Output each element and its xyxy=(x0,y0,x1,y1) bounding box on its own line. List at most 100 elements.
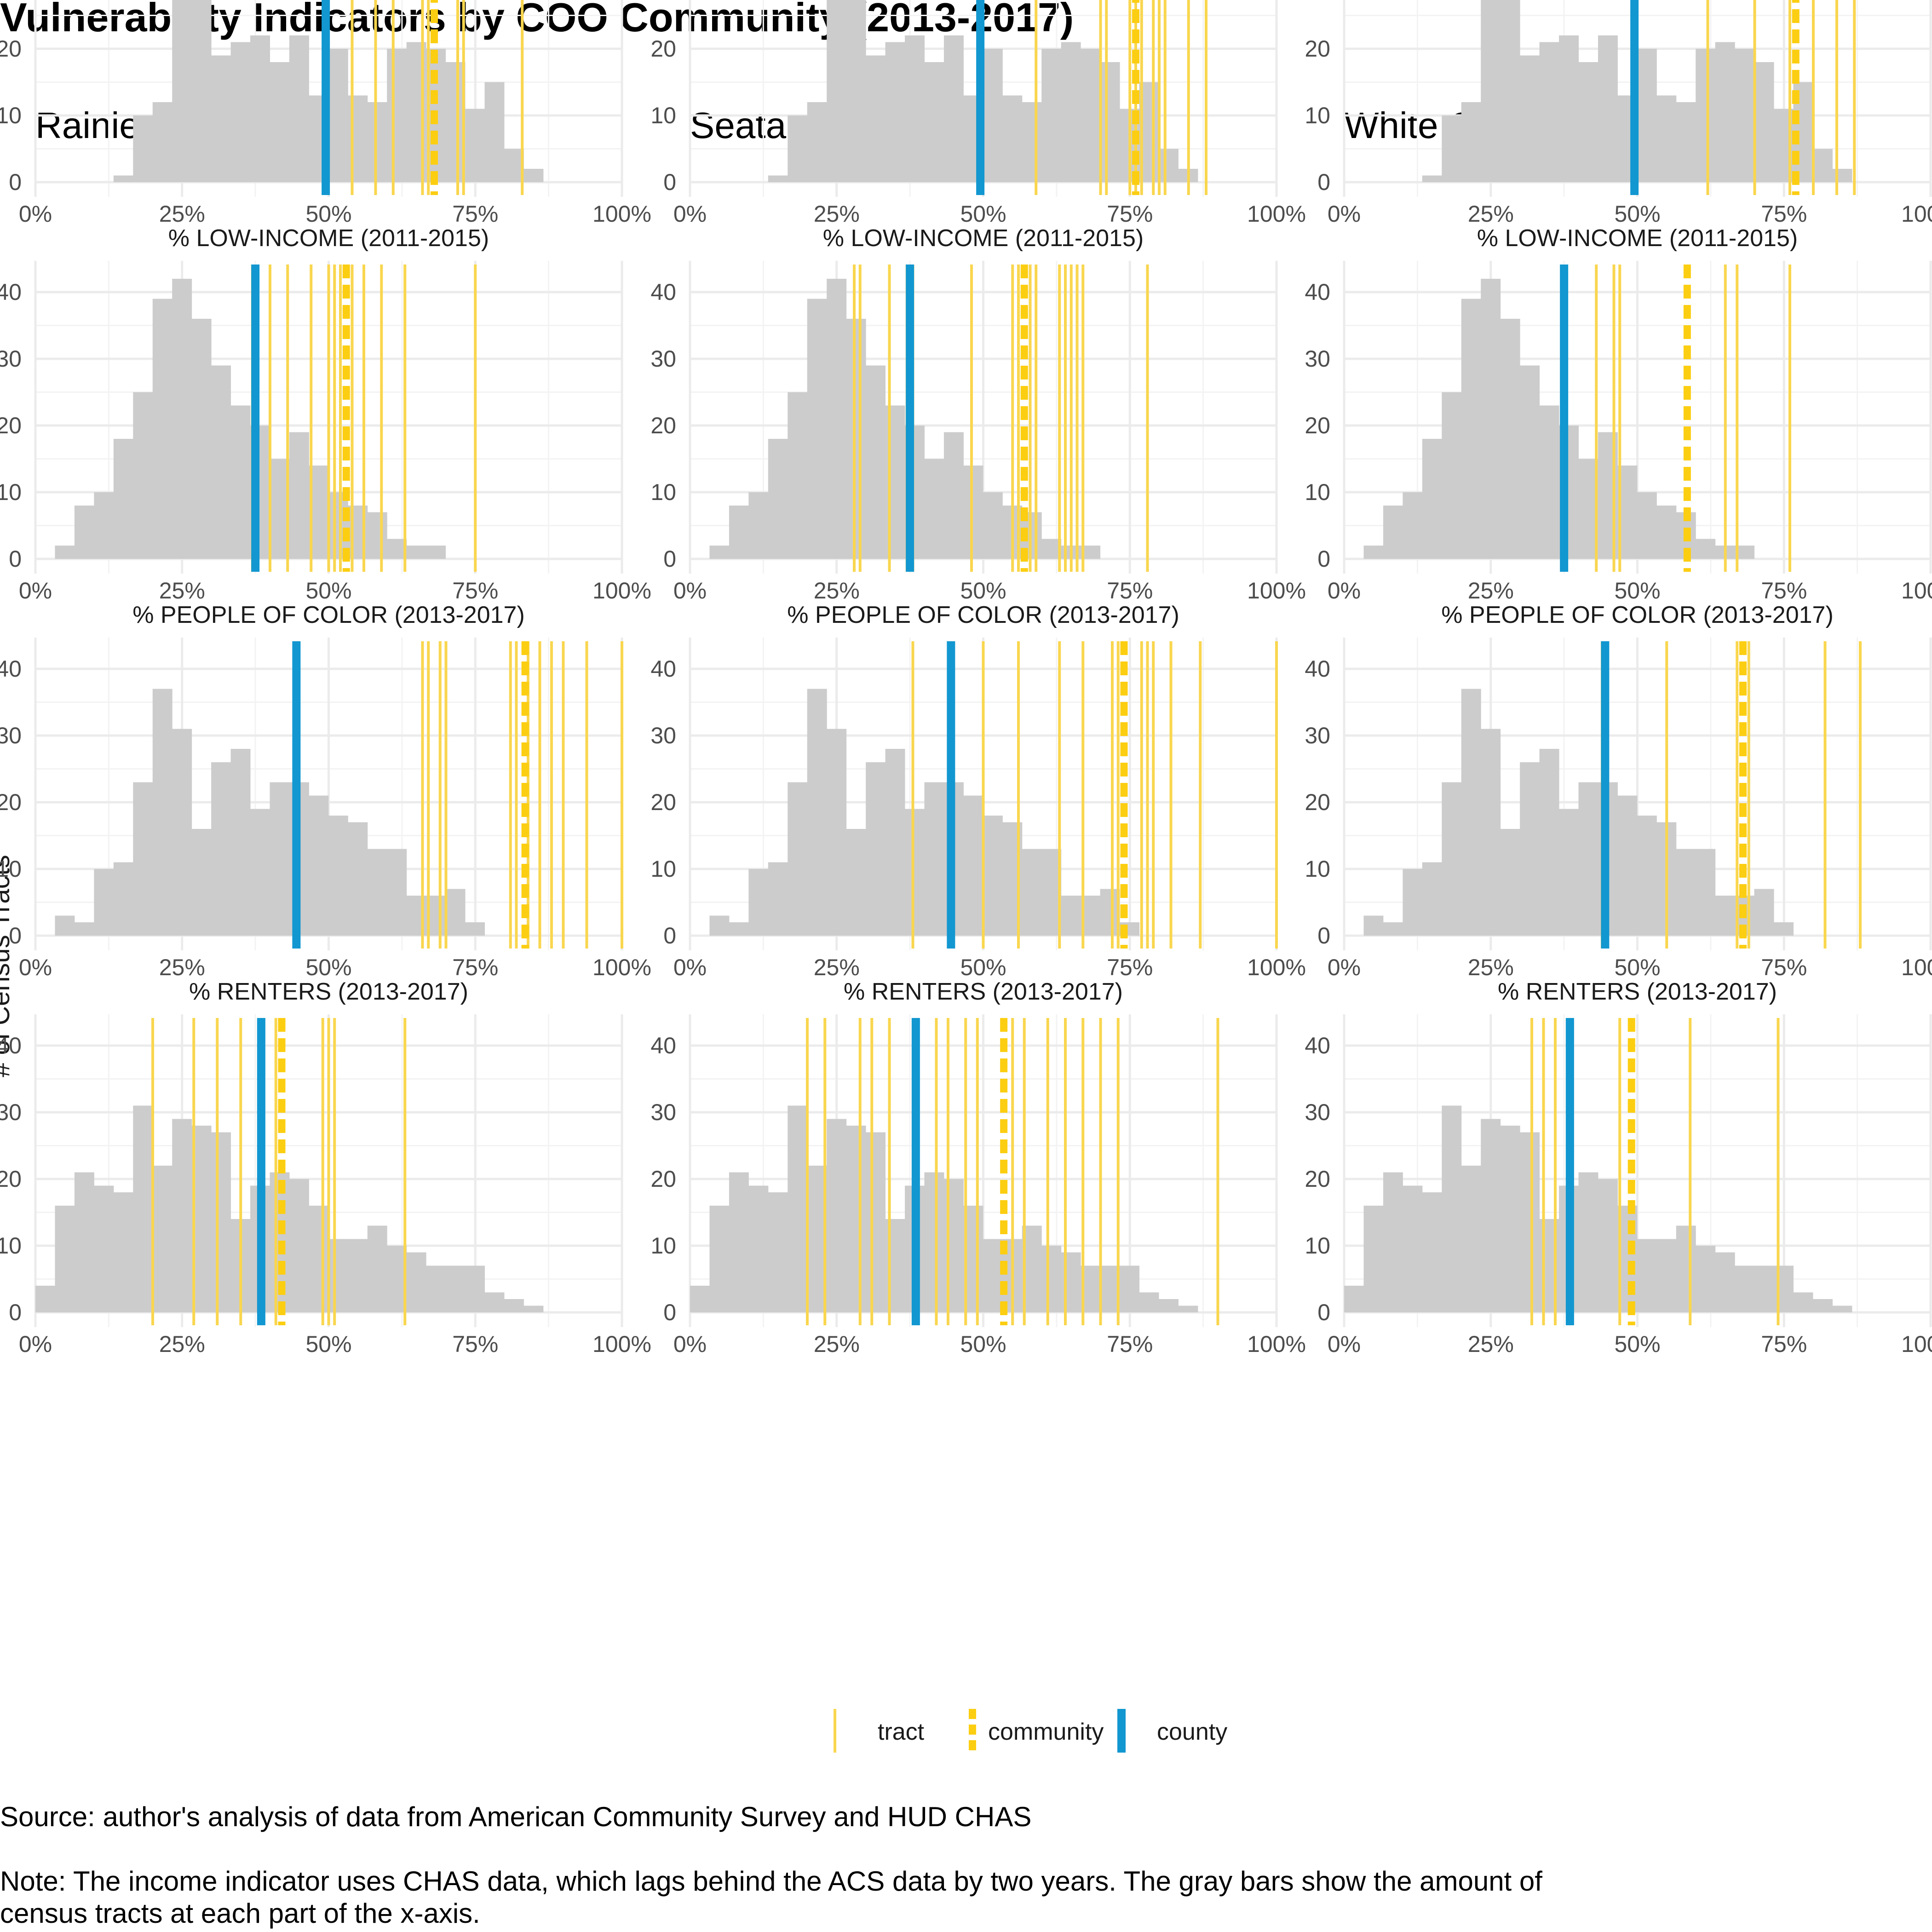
histogram-bar xyxy=(788,1105,808,1312)
x-tick-label: 0% xyxy=(1328,578,1361,604)
histogram-bar xyxy=(1344,1286,1364,1312)
chart-title: Vulnerability Indicators by COO Communit… xyxy=(0,0,1074,40)
x-tick-label: 50% xyxy=(305,201,351,227)
histogram-bar xyxy=(807,102,827,182)
histogram-bar xyxy=(1403,869,1423,936)
histogram-bar xyxy=(74,922,94,936)
histogram-bar xyxy=(1539,405,1559,559)
histogram-bar xyxy=(768,175,788,182)
x-tick-label: 100% xyxy=(1247,201,1306,227)
panel-low_education-rainier-valley: % LOW-EDUCATION (2013-2017)0102030400%25… xyxy=(0,0,651,227)
histogram-bar xyxy=(94,869,114,936)
y-tick-label: 20 xyxy=(650,1166,676,1192)
y-tick-label: 0 xyxy=(1317,1300,1330,1325)
histogram-bar xyxy=(250,35,270,182)
histogram-bar xyxy=(924,1172,944,1312)
y-tick-label: 0 xyxy=(1317,169,1330,195)
histogram-bar xyxy=(1061,42,1081,182)
x-tick-label: 25% xyxy=(159,201,205,227)
histogram-bar xyxy=(1676,849,1696,936)
y-tick-label: 10 xyxy=(1305,1233,1330,1259)
y-tick-label: 40 xyxy=(650,279,676,305)
histogram-bar xyxy=(152,299,172,559)
x-tick-label: 0% xyxy=(1328,1331,1361,1357)
histogram-bar xyxy=(172,1119,192,1312)
histogram-bar xyxy=(1383,922,1403,936)
histogram-bar xyxy=(1696,539,1716,559)
x-tick-label: 25% xyxy=(1468,1331,1514,1357)
histogram-bar xyxy=(846,0,866,182)
x-tick-label: 0% xyxy=(19,1331,52,1357)
histogram-bar xyxy=(1481,729,1501,936)
x-tick-label: 25% xyxy=(814,201,860,227)
legend: tract community county xyxy=(834,1709,1227,1753)
y-tick-label: 10 xyxy=(1305,479,1330,505)
histogram-bar xyxy=(1442,1105,1462,1312)
x-tick-label: 25% xyxy=(159,578,205,604)
histogram-bar xyxy=(729,922,749,936)
x-tick-label: 50% xyxy=(305,954,351,980)
y-tick-label: 30 xyxy=(0,723,22,748)
y-tick-label: 0 xyxy=(9,546,22,572)
x-tick-label: 75% xyxy=(1761,954,1807,980)
x-tick-label: 0% xyxy=(673,578,707,604)
x-tick-label: 75% xyxy=(1107,201,1153,227)
histogram-bar xyxy=(1520,1132,1540,1312)
facet-strip-renters: % RENTERS (2013-2017) xyxy=(844,978,1123,1005)
y-tick-label: 10 xyxy=(650,1233,676,1259)
histogram-bar xyxy=(504,1299,524,1312)
histogram-bar xyxy=(1178,1305,1198,1312)
histogram-bar xyxy=(1442,392,1462,559)
histogram-bar xyxy=(963,795,983,936)
histogram-bar xyxy=(211,55,231,182)
histogram-bar xyxy=(788,392,808,559)
histogram-bar xyxy=(1793,1292,1813,1312)
histogram-bar xyxy=(35,1286,55,1312)
histogram-bar xyxy=(230,42,251,182)
histogram-bar xyxy=(1715,896,1735,936)
histogram-bar xyxy=(1422,175,1442,182)
histogram-bar xyxy=(113,862,133,936)
histogram-bar xyxy=(1754,62,1774,182)
source-caption: Source: author's analysis of data from A… xyxy=(0,1801,1031,1832)
histogram-bar xyxy=(1735,1265,1755,1312)
panel-renters-rainier-valley: % RENTERS (2013-2017) 0 10 20 30 40 0% 25% 50% 75… xyxy=(0,978,651,1357)
histogram-bar xyxy=(866,55,886,182)
x-tick-label: 50% xyxy=(960,578,1006,604)
histogram-bar xyxy=(55,915,75,936)
histogram-bar xyxy=(1520,55,1540,182)
y-tick-label: 20 xyxy=(650,789,676,815)
x-tick-label: 50% xyxy=(960,201,1006,227)
x-tick-label: 100% xyxy=(1247,578,1306,604)
histogram-bar xyxy=(924,62,944,182)
histogram-bar xyxy=(426,1265,446,1312)
x-tick-label: 25% xyxy=(159,954,205,980)
histogram-bar xyxy=(1696,49,1716,182)
histogram-bar xyxy=(1081,49,1101,182)
histogram-bar xyxy=(1442,115,1462,182)
histogram-bar xyxy=(328,49,348,182)
histogram-bar xyxy=(1461,689,1481,936)
histogram-bar xyxy=(846,1126,866,1312)
histogram-bar xyxy=(367,1225,387,1312)
histogram-bar xyxy=(1061,896,1081,936)
histogram-bar xyxy=(113,439,133,559)
histogram-bar xyxy=(172,279,192,559)
histogram-bar xyxy=(1022,102,1042,182)
x-tick-label: 0% xyxy=(1328,201,1361,227)
histogram-bar xyxy=(309,1206,329,1312)
x-tick-label: 75% xyxy=(452,954,498,980)
y-tick-label: 0 xyxy=(663,169,676,195)
note-caption-line-2: census tracts at each part of the x-axis… xyxy=(0,1898,480,1929)
x-tick-label: 50% xyxy=(305,578,351,604)
histogram-bar xyxy=(1481,0,1501,182)
x-tick-label: 0% xyxy=(673,201,707,227)
x-tick-label: 75% xyxy=(1107,1331,1153,1357)
y-tick-label: 40 xyxy=(1305,1033,1330,1058)
x-tick-label: 50% xyxy=(1614,954,1660,980)
histogram-bar xyxy=(768,862,788,936)
x-tick-label: 100% xyxy=(1901,1331,1932,1357)
x-tick-label: 0% xyxy=(673,1331,707,1357)
histogram-bar xyxy=(484,82,505,182)
y-tick-label: 40 xyxy=(1305,279,1330,305)
